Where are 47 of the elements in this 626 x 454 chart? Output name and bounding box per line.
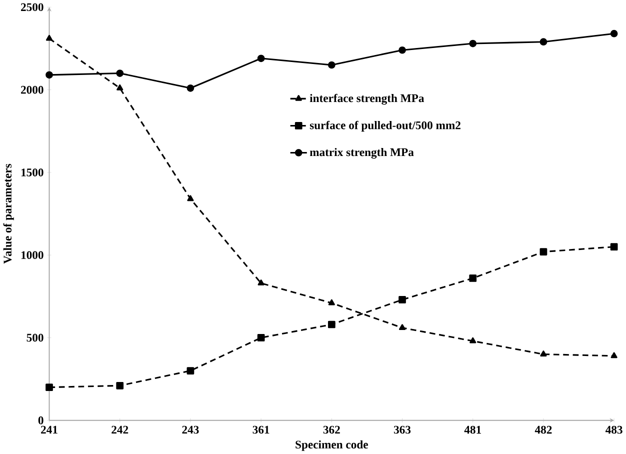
- point: [257, 54, 265, 62]
- point: [540, 38, 548, 46]
- point: [398, 46, 406, 54]
- point: [328, 299, 335, 306]
- x-tick-label: 362: [323, 426, 340, 434]
- point: [398, 296, 406, 304]
- point: [540, 248, 548, 256]
- x-tick-label: 242: [112, 426, 128, 434]
- x-tick-label: 482: [534, 426, 552, 434]
- point: [469, 274, 477, 282]
- x-tick-label: 243: [182, 426, 199, 434]
- point: [610, 243, 618, 250]
- point: [116, 382, 124, 390]
- x-tick-label: 241: [41, 426, 58, 434]
- point: [46, 34, 53, 41]
- point: [116, 70, 124, 77]
- y-tick-label: 2500: [21, 3, 44, 12]
- legend-label: matrix strength MPa: [310, 148, 414, 159]
- point: [328, 61, 336, 69]
- y-tick-label: 1500: [21, 168, 44, 176]
- x-axis-title: Specimen code: [296, 440, 368, 451]
- point: [186, 84, 194, 92]
- point: [257, 334, 265, 342]
- x-tick-label: 481: [464, 426, 481, 434]
- point: [610, 30, 618, 38]
- point: [46, 71, 53, 79]
- x-tick-label: 483: [606, 426, 622, 434]
- y-tick-label: 1000: [21, 251, 44, 259]
- x-tick-label: 363: [394, 426, 411, 434]
- point: [610, 352, 618, 358]
- y-tick-label: 500: [26, 334, 44, 342]
- x-tick-label: 361: [252, 426, 270, 434]
- point: [187, 195, 194, 202]
- point: [186, 367, 194, 374]
- y-axis-title: Value of parameters: [3, 164, 14, 264]
- y-tick-label: 2000: [21, 86, 44, 94]
- legend-label: surface of pulled-out/500 mm2: [310, 120, 460, 132]
- legend-label: interface strength MPa: [310, 94, 424, 105]
- point: [469, 40, 477, 48]
- point: [258, 279, 264, 286]
- point: [116, 84, 124, 90]
- point: [398, 324, 406, 330]
- point: [470, 337, 476, 344]
- y-tick-label: 0: [38, 416, 44, 424]
- point: [46, 384, 53, 391]
- point: [540, 350, 547, 356]
- point: [328, 320, 336, 328]
